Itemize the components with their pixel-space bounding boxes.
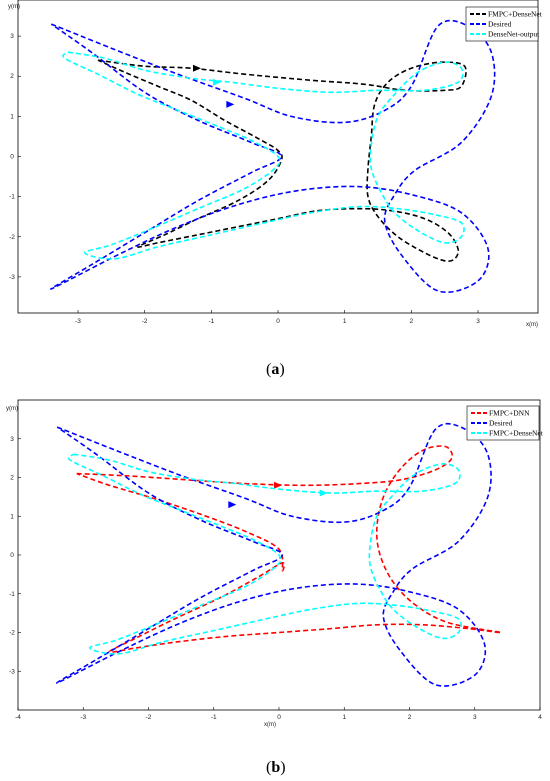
legend-label: Desired [488, 20, 512, 29]
series-line-3 [67, 453, 462, 655]
x-tick-label: 4 [538, 714, 542, 721]
x-tick-label: -2 [142, 318, 148, 325]
series-line-3 [62, 51, 465, 260]
series-line-1 [76, 445, 502, 654]
series-line-2 [50, 19, 496, 293]
y-tick-label: 3 [10, 33, 14, 40]
y-tick-label: 2 [10, 73, 14, 80]
y-tick-label: 0 [10, 154, 14, 161]
x-axis-label-a: x(m) [526, 322, 538, 328]
direction-arrow [274, 481, 282, 489]
y-tick-label: 2 [10, 475, 14, 482]
x-tick-label: -3 [80, 714, 86, 721]
panel-caption-a: (a) [266, 361, 285, 378]
direction-arrow [228, 501, 237, 509]
legend-entry: Desired [471, 419, 513, 428]
legend-entry: FMPC+DenseNet [471, 429, 544, 438]
x-tick-label: 0 [277, 714, 281, 721]
x-tick-label: -4 [15, 714, 21, 721]
x-tick-label: 2 [410, 318, 414, 325]
x-tick-label: 2 [408, 714, 412, 721]
legend-label: FMPC+DNN [489, 409, 530, 418]
series-line-1 [97, 59, 467, 262]
x-tick-label: 3 [473, 714, 477, 721]
y-tick-label: -2 [9, 630, 15, 637]
y-tick-label: 0 [10, 552, 14, 559]
axis-ticks-a: -3 -2 -1 0 1 2 3 -3 -2 -1 0 1 2 3 [9, 33, 480, 325]
direction-arrow [319, 489, 328, 497]
axis-ticks-b: -4 -3 -2 -1 0 1 2 3 4 -3 -2 -1 0 1 2 3 [9, 436, 542, 721]
x-tick-label: 0 [276, 318, 280, 325]
series-layer-b [56, 422, 502, 687]
legend-label: FMPC+DenseNet [488, 10, 543, 19]
series-line-2 [56, 422, 492, 687]
panel-caption-b: (b) [266, 759, 286, 776]
y-tick-label: 1 [10, 513, 14, 520]
x-tick-label: -3 [75, 318, 81, 325]
direction-arrow [193, 64, 201, 72]
legend-entry: FMPC+DenseNet [470, 10, 543, 19]
y-axis-label-a: y(m) [8, 4, 20, 10]
legend-entry: Desired [470, 20, 512, 29]
y-tick-label: -3 [9, 668, 15, 675]
y-tick-label: -2 [9, 234, 15, 241]
chart-panel-b: -4 -3 -2 -1 0 1 2 3 4 -3 -2 -1 0 1 2 3 y(m) x(m) FMPC+D… [6, 399, 544, 776]
legend-label: DenseNet-output [488, 30, 540, 39]
y-axis-label-b: y(m) [6, 406, 18, 412]
x-tick-label: 1 [342, 714, 346, 721]
legend-a: FMPC+DenseNet Desired DenseNet-output [465, 6, 543, 42]
chart-panel-a: -3 -2 -1 0 1 2 3 -3 -2 -1 0 1 2 3 y(m) x(m) FMPC+Dens… [8, 0, 543, 378]
y-tick-label: 3 [10, 436, 14, 443]
y-tick-label: -3 [9, 274, 15, 281]
legend-label: FMPC+DenseNet [489, 429, 544, 438]
x-tick-label: 3 [476, 318, 480, 325]
direction-arrow [213, 78, 221, 86]
y-tick-label: -1 [9, 591, 15, 598]
x-tick-label: -2 [146, 714, 152, 721]
y-tick-label: -1 [9, 194, 15, 201]
x-tick-label: 1 [343, 318, 347, 325]
legend-entry: FMPC+DNN [471, 409, 530, 418]
series-layer-a [50, 19, 496, 293]
x-axis-label-b: x(m) [264, 722, 276, 728]
legend-entry: DenseNet-output [470, 30, 540, 39]
direction-arrow [226, 100, 235, 108]
x-tick-label: -1 [211, 714, 217, 721]
legend-label: Desired [489, 419, 513, 428]
legend-b: FMPC+DNN Desired FMPC+DenseNet [466, 405, 544, 441]
y-tick-label: 1 [10, 113, 14, 120]
x-tick-label: -1 [208, 318, 214, 325]
